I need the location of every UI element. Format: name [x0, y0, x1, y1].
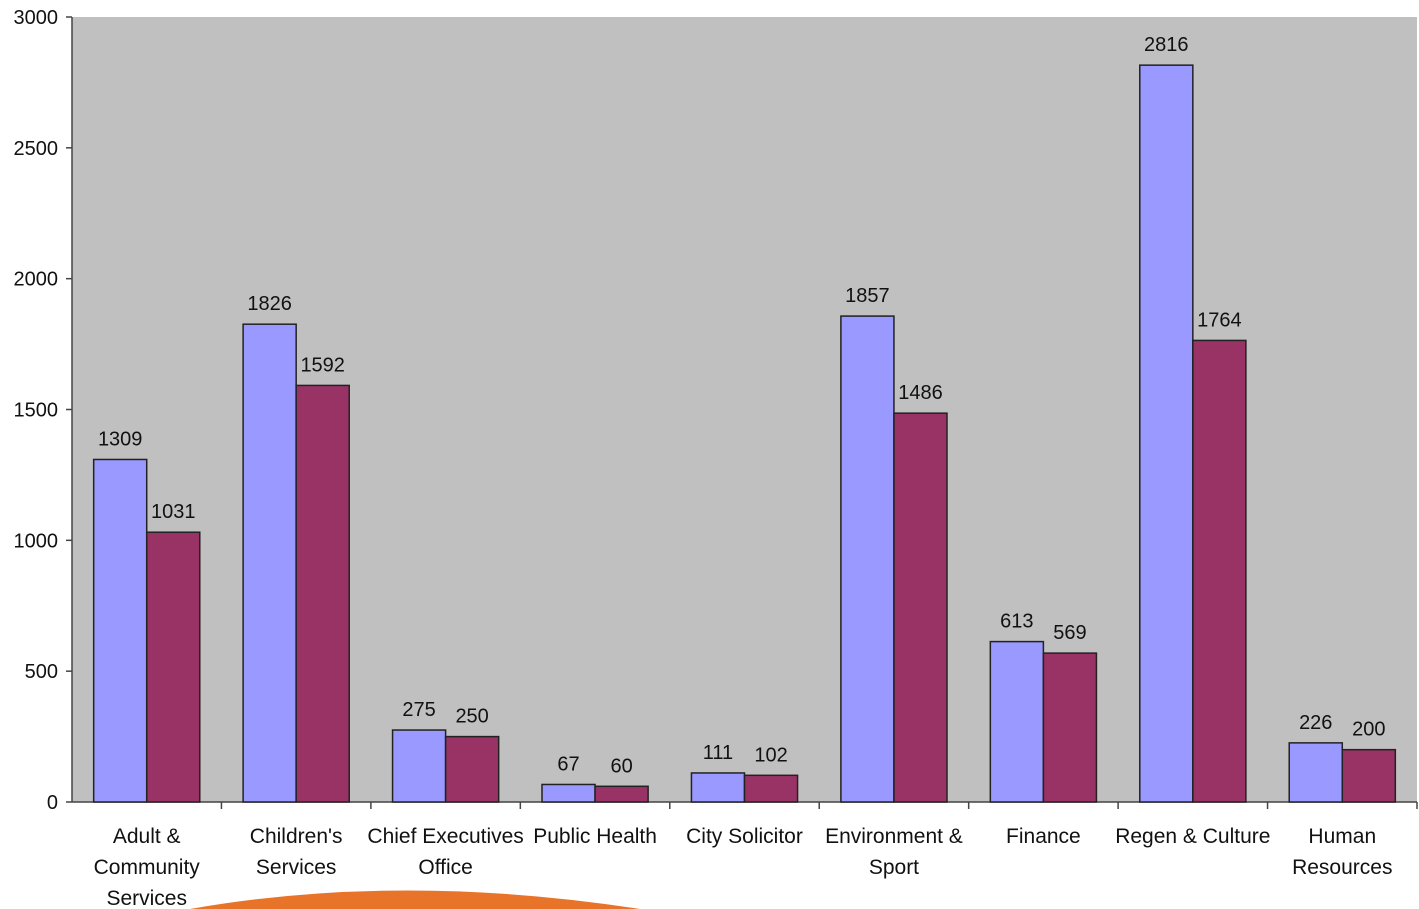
- bar-series-1: [1288, 742, 1344, 803]
- bar-series-1: [92, 458, 148, 803]
- data-label: 275: [402, 699, 435, 721]
- data-label: 569: [1053, 622, 1086, 644]
- data-label: 200: [1352, 719, 1385, 741]
- y-tick-label: 500: [25, 661, 58, 683]
- bar-series-2: [145, 531, 201, 803]
- category-label: Environment & Sport: [825, 825, 963, 879]
- data-label: 111: [703, 742, 733, 764]
- category-label: Adult & Community Services: [94, 825, 201, 909]
- y-tick-label: 1500: [14, 400, 59, 422]
- data-label: 67: [557, 753, 579, 775]
- data-label: 1309: [98, 428, 143, 450]
- bar-series-1: [690, 772, 746, 803]
- y-tick-label: 2000: [14, 269, 59, 291]
- y-tick-label: 3000: [14, 7, 59, 29]
- decorative-swoosh: [190, 890, 640, 909]
- y-tick-label: 0: [47, 792, 58, 814]
- category-label: Chief Executives Office: [367, 825, 523, 879]
- bar-series-2: [295, 384, 350, 803]
- bar-series-2: [893, 412, 948, 803]
- bar-series-2: [1042, 652, 1098, 803]
- data-label: 1592: [300, 354, 345, 376]
- y-tick-label: 2500: [14, 138, 59, 160]
- data-label: 1826: [247, 293, 292, 315]
- data-label: 1486: [898, 382, 943, 404]
- category-label: Regen & Culture: [1115, 825, 1270, 848]
- category-label: Human Resources: [1292, 825, 1392, 879]
- category-label: Public Health: [533, 825, 657, 848]
- bar-series-1: [1139, 64, 1194, 803]
- category-label: City Solicitor: [686, 825, 803, 848]
- data-label: 1857: [845, 285, 890, 307]
- data-label: 102: [754, 744, 787, 766]
- bar-series-2: [743, 774, 799, 803]
- data-label: 226: [1299, 712, 1332, 734]
- data-labels: 1309 1031 1826 1592 275 250 67 60 111 102 1857 1486…: [98, 34, 1386, 777]
- bar-series-2: [1341, 748, 1397, 803]
- bars: [92, 64, 1397, 803]
- data-label: 250: [455, 706, 488, 728]
- bar-series-2: [594, 785, 649, 803]
- data-label: 1764: [1197, 309, 1242, 331]
- bar-series-1: [391, 729, 447, 803]
- bar-series-1: [541, 783, 596, 803]
- bar-series-2: [444, 735, 500, 803]
- data-label: 613: [1000, 611, 1033, 633]
- category-label: Finance: [1006, 825, 1081, 848]
- bar-series-1: [840, 315, 895, 803]
- y-axis-ticks: 0 500 1000 1500 2000 2500 3000: [14, 7, 72, 814]
- data-label: 1031: [151, 501, 196, 523]
- category-label: Children's Services: [250, 825, 343, 879]
- bar-series-2: [1192, 339, 1247, 803]
- bar-series-1: [989, 640, 1045, 803]
- data-label: 60: [610, 755, 632, 777]
- x-axis-categories: Adult & Community Services Children's Servic…: [94, 825, 1393, 909]
- data-label: 2816: [1144, 34, 1189, 56]
- bar-series-1: [242, 323, 297, 803]
- y-tick-label: 1000: [14, 530, 59, 552]
